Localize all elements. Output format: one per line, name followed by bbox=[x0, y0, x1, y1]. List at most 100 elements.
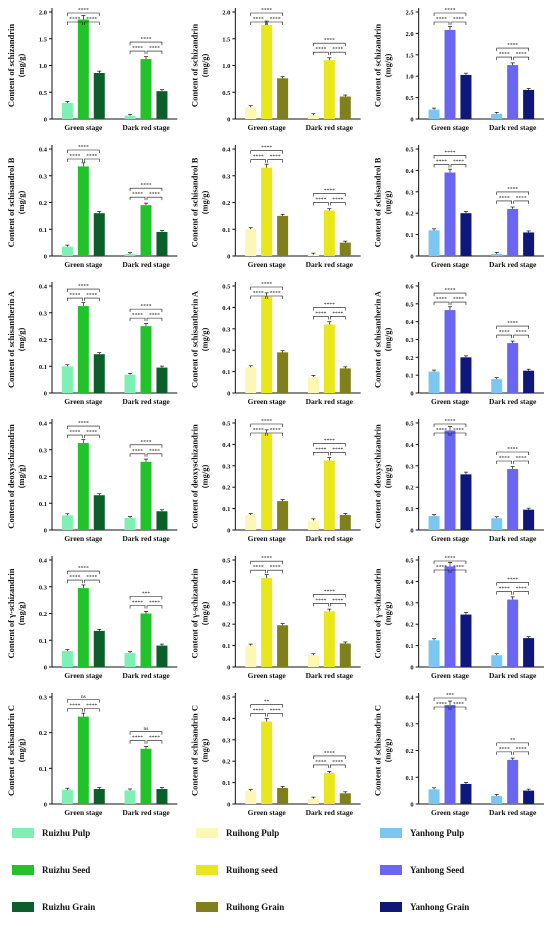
y-tick-label: 0.5 bbox=[39, 90, 48, 97]
y-axis-label-line: (mg/g) bbox=[383, 191, 393, 215]
sig-bracket bbox=[250, 295, 266, 299]
x-tick-label: Dark red stage bbox=[306, 397, 354, 406]
sig-label: **** bbox=[86, 430, 97, 436]
sig-label: **** bbox=[261, 145, 272, 151]
bar bbox=[140, 613, 152, 667]
sig-label: **** bbox=[86, 17, 97, 23]
y-tick-label: 0.2 bbox=[222, 348, 230, 355]
sig-bracket bbox=[146, 196, 163, 201]
bar bbox=[339, 793, 351, 804]
bar bbox=[428, 230, 440, 256]
x-tick-label: Dark red stage bbox=[306, 808, 354, 817]
sig-label: **** bbox=[315, 759, 326, 765]
y-axis-label-line: (mg/g) bbox=[199, 54, 209, 78]
x-tick-label: Dark red stage bbox=[122, 397, 170, 406]
sig-bracket bbox=[313, 51, 329, 56]
y-axis-label-line: Content of schisandrol B bbox=[189, 157, 199, 247]
sig-label: **** bbox=[516, 330, 527, 336]
sig-label: **** bbox=[132, 192, 143, 198]
x-tick-label: Green stage bbox=[64, 671, 103, 680]
sig-bracket bbox=[433, 21, 450, 25]
sig-label: **** bbox=[453, 17, 464, 23]
x-tick-label: Dark red stage bbox=[122, 260, 170, 269]
y-axis-label-line: Content of deoxyschizandrin bbox=[6, 424, 16, 529]
y-tick-label: 1.0 bbox=[222, 63, 230, 70]
y-axis-label-line: Content of schisantherin A bbox=[189, 290, 199, 388]
sig-label: **** bbox=[270, 291, 281, 297]
sig-bracket bbox=[313, 603, 329, 607]
bar bbox=[77, 443, 89, 530]
bar bbox=[444, 430, 456, 530]
bar bbox=[444, 705, 456, 804]
bar bbox=[523, 370, 535, 393]
sig-bracket bbox=[433, 423, 467, 427]
y-tick-label: 0.6 bbox=[406, 284, 415, 291]
y-axis-label-line: (mg/g) bbox=[16, 191, 26, 215]
y-axis-label-line: Content of schisandrol B bbox=[373, 157, 383, 247]
bar bbox=[140, 461, 152, 530]
sig-bracket bbox=[67, 12, 100, 16]
sig-label: **** bbox=[516, 195, 527, 201]
chart-grid: Content of schizandrin(mg/g)00.51.01.52.… bbox=[6, 8, 544, 817]
y-axis-label: Content of γ-schizandrin(mg/g) bbox=[189, 568, 209, 658]
sig-label: **** bbox=[332, 47, 343, 53]
y-axis-label-line: Content of schizandrin bbox=[373, 24, 383, 107]
bar bbox=[323, 210, 335, 256]
sig-label: *** bbox=[142, 591, 151, 597]
y-axis-label-line: Content of schisandrin C bbox=[373, 705, 383, 796]
sig-label: **** bbox=[315, 598, 326, 604]
bar bbox=[444, 172, 456, 256]
bar bbox=[444, 310, 456, 393]
sig-label: **** bbox=[78, 284, 89, 290]
y-tick-label: 0.4 bbox=[222, 442, 231, 449]
bar bbox=[245, 645, 257, 667]
sig-label: **** bbox=[516, 586, 527, 592]
sig-bracket bbox=[84, 579, 100, 584]
sig-bracket bbox=[513, 56, 529, 61]
y-tick-label: 0.4 bbox=[222, 716, 231, 723]
x-tick-label: Green stage bbox=[248, 671, 287, 680]
bar bbox=[460, 357, 472, 393]
sig-label: **** bbox=[507, 186, 518, 192]
sig-bracket bbox=[496, 191, 529, 195]
y-axis-label-line: Content of deoxyschizandrin bbox=[373, 424, 383, 529]
sig-label: **** bbox=[149, 600, 160, 606]
y-tick-label: 0.1 bbox=[39, 766, 47, 773]
bar bbox=[523, 89, 535, 119]
x-tick-label: Dark red stage bbox=[306, 534, 354, 543]
sig-label: **** bbox=[69, 575, 80, 581]
sig-bracket bbox=[450, 301, 467, 306]
sig-bracket bbox=[146, 453, 163, 457]
x-tick-label: Dark red stage bbox=[489, 397, 537, 406]
chart-panel: Content of schisandrin C(mg/g) 0 0.1 0.2 0.3… bbox=[373, 693, 544, 817]
y-tick-label: 0.4 bbox=[39, 284, 48, 291]
sig-bracket bbox=[129, 41, 163, 46]
sig-label: **** bbox=[445, 288, 456, 294]
sig-bracket bbox=[330, 51, 346, 56]
y-tick-label: 0.5 bbox=[222, 284, 231, 291]
y-tick-label: 0.4 bbox=[222, 305, 231, 312]
y-tick-label: 0.2 bbox=[39, 337, 47, 344]
bar bbox=[124, 254, 136, 256]
y-tick-label: 0.3 bbox=[39, 695, 48, 702]
y-tick-label: 0.1 bbox=[39, 501, 47, 508]
y-axis-label: Content of schisandrol B(mg/g) bbox=[189, 157, 209, 247]
bar bbox=[93, 354, 105, 393]
bar bbox=[523, 509, 535, 530]
sig-bracket bbox=[496, 591, 512, 595]
sig-label: **** bbox=[69, 17, 80, 23]
sig-bracket bbox=[250, 159, 266, 163]
sig-bracket bbox=[250, 12, 283, 16]
y-tick-label: 0.1 bbox=[39, 638, 47, 645]
sig-label: **** bbox=[453, 428, 464, 434]
y-tick-label: 0.3 bbox=[406, 721, 415, 728]
legend-swatch bbox=[380, 902, 402, 912]
sig-bracket bbox=[496, 200, 512, 204]
y-tick-label: 0.5 bbox=[406, 95, 415, 102]
sig-bracket bbox=[433, 155, 467, 159]
bar bbox=[460, 783, 472, 804]
y-axis-label: Content of schizandrin(mg/g) bbox=[6, 24, 26, 107]
x-tick-label: Dark red stage bbox=[306, 671, 354, 680]
chart-panel: Content of schisandrol B(mg/g) 0 0.1 0.2 0.3… bbox=[6, 145, 178, 269]
bar bbox=[277, 501, 289, 530]
